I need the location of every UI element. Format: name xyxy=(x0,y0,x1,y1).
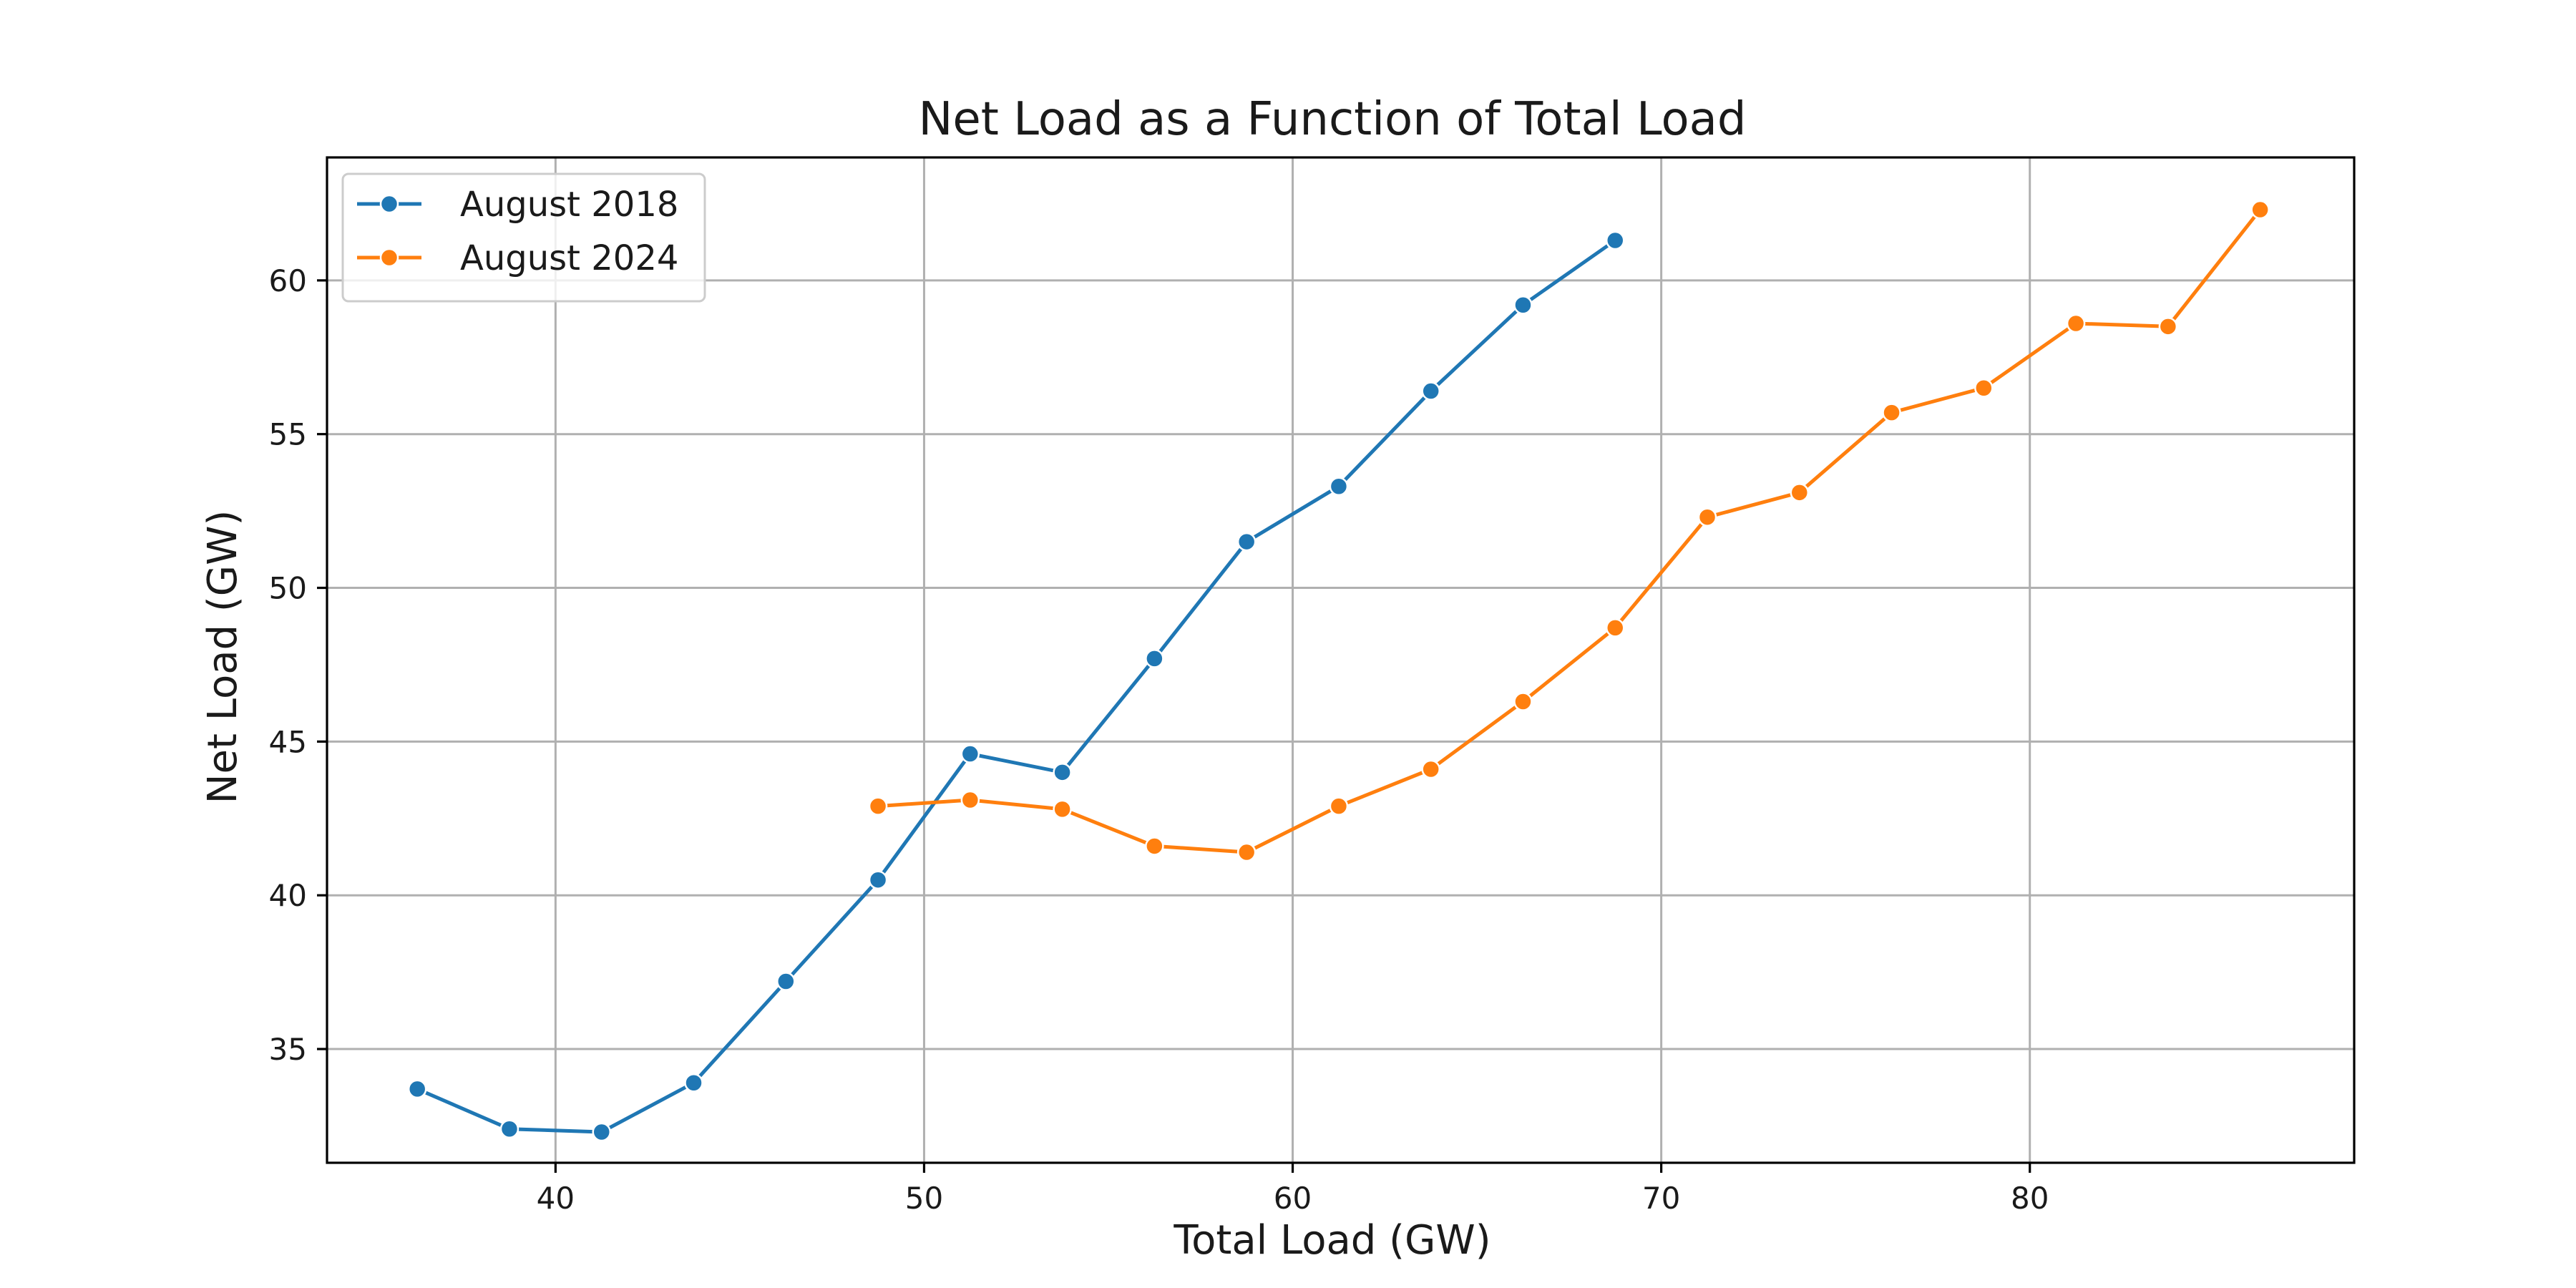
data-point xyxy=(960,744,980,763)
data-point xyxy=(1329,796,1349,816)
data-point xyxy=(1974,378,1994,398)
data-point xyxy=(1421,381,1440,401)
x-tick-label: 60 xyxy=(1274,1181,1312,1216)
data-point xyxy=(2158,317,2178,336)
x-tick-label: 40 xyxy=(537,1181,575,1216)
data-point xyxy=(1053,763,1072,782)
data-point xyxy=(960,790,980,810)
grid xyxy=(327,157,2354,1163)
data-point xyxy=(1790,483,1810,502)
legend-label: August 2018 xyxy=(460,185,678,225)
chart-title: Net Load as a Function of Total Load xyxy=(919,93,1747,146)
data-point xyxy=(1236,532,1257,552)
legend-label: August 2024 xyxy=(460,238,678,278)
data-point xyxy=(1513,295,1533,315)
data-point xyxy=(1145,836,1164,856)
data-point xyxy=(684,1073,703,1093)
data-point xyxy=(1513,692,1533,711)
y-tick-label: 35 xyxy=(269,1032,307,1067)
series-line xyxy=(416,238,1616,1134)
y-axis-label: Net Load (GW) xyxy=(200,510,246,804)
legend: August 2018 August 2024 xyxy=(341,172,706,303)
y-tick-label: 45 xyxy=(269,724,307,759)
data-point xyxy=(1053,799,1072,819)
data-point xyxy=(1697,507,1717,527)
legend-box xyxy=(341,172,706,303)
data-point xyxy=(1329,477,1349,496)
data-point xyxy=(1605,230,1625,250)
x-tick-label: 70 xyxy=(1642,1181,1680,1216)
x-axis-label: Total Load (GW) xyxy=(1173,1217,1491,1264)
data-point xyxy=(2250,200,2270,220)
axis-ticks: 40 50 60 70 80 35 40 45 50 55 60 xyxy=(269,263,2049,1216)
data-point xyxy=(1882,403,1901,422)
data-point xyxy=(1145,649,1164,668)
series-line xyxy=(877,208,2262,854)
x-tick-label: 80 xyxy=(2011,1181,2049,1216)
y-tick-label: 55 xyxy=(269,417,307,452)
plot-series xyxy=(407,200,2270,1142)
data-point xyxy=(407,1079,427,1099)
data-point xyxy=(592,1122,611,1142)
series-0 xyxy=(407,230,1625,1142)
plot-frame xyxy=(326,156,2356,1164)
data-point xyxy=(1236,842,1257,862)
legend-marker xyxy=(379,194,399,214)
data-point xyxy=(868,796,888,816)
data-point xyxy=(1421,759,1440,779)
legend-marker xyxy=(379,248,399,268)
data-point xyxy=(1605,618,1625,638)
y-tick-label: 60 xyxy=(269,263,307,298)
data-point xyxy=(776,972,796,991)
data-point xyxy=(2066,313,2086,333)
y-tick-label: 50 xyxy=(269,571,307,606)
series-1 xyxy=(868,200,2270,862)
x-tick-label: 50 xyxy=(905,1181,943,1216)
data-point xyxy=(499,1119,519,1138)
y-tick-label: 40 xyxy=(269,878,307,913)
data-point xyxy=(868,870,888,889)
